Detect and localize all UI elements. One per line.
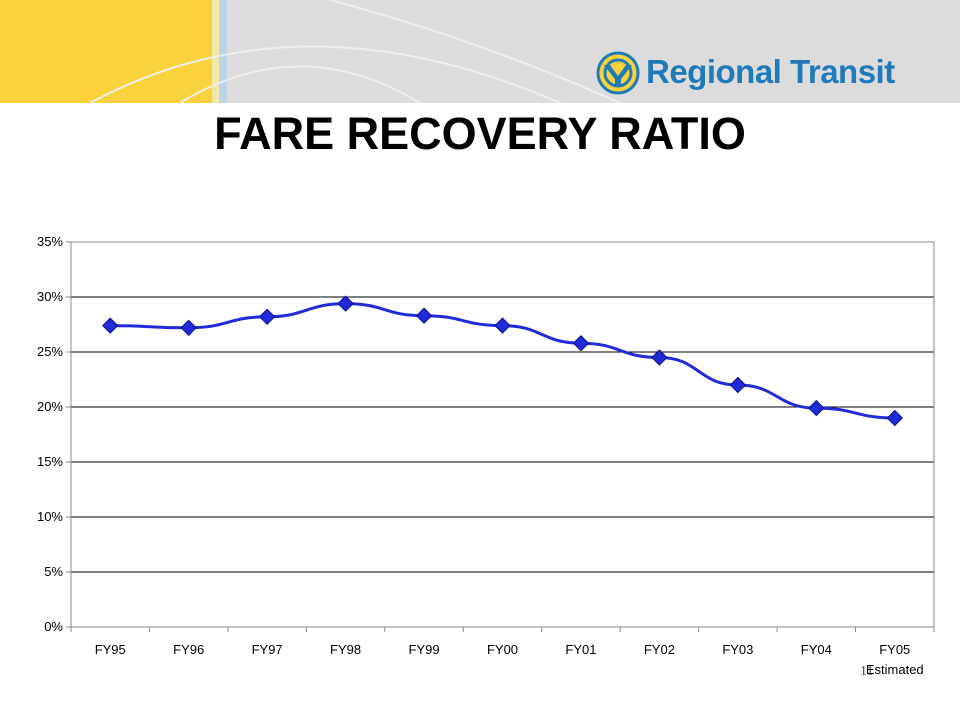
data-point-marker — [102, 317, 119, 334]
header-stripe — [212, 0, 219, 103]
data-point-marker — [337, 295, 354, 312]
y-tick-label: 15% — [37, 454, 63, 469]
y-tick-label: 25% — [37, 344, 63, 359]
data-point-marker — [651, 349, 668, 366]
x-tick-label: FY97 — [252, 642, 283, 657]
data-point-marker — [572, 334, 590, 352]
x-tick-label: FY00 — [487, 642, 518, 657]
x-tick-label: FY03 — [722, 642, 753, 657]
data-point-marker — [808, 399, 825, 417]
header-yellow-block — [0, 0, 212, 103]
plot-frame — [70, 241, 935, 628]
x-tick-label: FY99 — [409, 642, 440, 657]
data-markers — [102, 295, 903, 427]
brand-name: Regional Transit — [646, 53, 895, 90]
y-tick-label: 20% — [37, 399, 63, 414]
y-tick-label: 5% — [44, 564, 63, 579]
y-tick-label: 10% — [37, 509, 63, 524]
data-point-marker — [415, 307, 433, 324]
x-tick-note: Estimated — [866, 662, 924, 677]
data-point-marker — [180, 319, 197, 337]
header-stripe — [219, 0, 227, 103]
data-point-marker — [494, 317, 511, 334]
fare-recovery-chart: 0%5%10%15%20%25%30%35% FY95 FY96 FY97 FY98 F… — [37, 234, 935, 677]
slide-title: FARE RECOVERY RATIO — [214, 108, 746, 159]
logo-mark-icon — [596, 51, 640, 95]
y-axis-ticks: 0% 5% 10% 15% 20% 25% 30% 35% — [37, 234, 71, 634]
x-tick-label: FY05 — [879, 642, 910, 657]
data-point-marker — [886, 409, 903, 427]
data-point-marker — [729, 376, 747, 394]
brand-logo: Regional Transit — [596, 50, 916, 100]
y-tick-label: 0% — [44, 619, 63, 634]
header-decoration — [89, 0, 621, 103]
x-tick-label: FY96 — [173, 642, 204, 657]
x-tick-label: FY98 — [330, 642, 361, 657]
data-point-marker — [258, 308, 276, 326]
page-number: 11 — [860, 664, 874, 679]
x-tick-label: FY95 — [95, 642, 126, 657]
x-tick-label: FY04 — [801, 642, 832, 657]
x-tick-label: FY02 — [644, 642, 675, 657]
x-axis-ticks: FY95 FY96 FY97 FY98 FY99 FY00 FY01 FY02 FY03 FY04… — [70, 626, 935, 677]
y-tick-label: 30% — [37, 289, 63, 304]
y-tick-label: 35% — [37, 234, 63, 249]
x-tick-label: FY01 — [565, 642, 596, 657]
